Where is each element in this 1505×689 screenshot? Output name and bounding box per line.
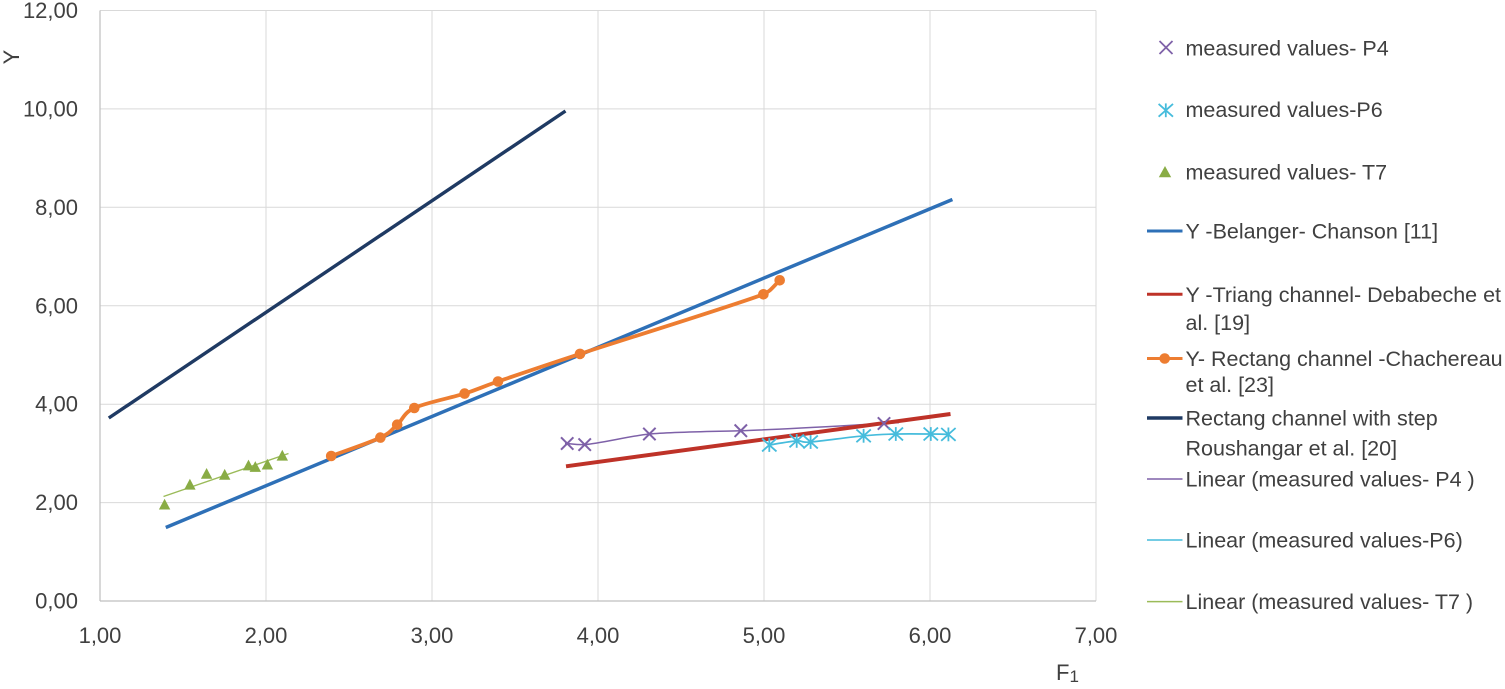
svg-text:12,00: 12,00 bbox=[23, 0, 78, 23]
svg-text:Linear (measured values-P6): Linear (measured values-P6) bbox=[1186, 529, 1463, 553]
svg-text:6,00: 6,00 bbox=[35, 293, 78, 318]
svg-text:5,00: 5,00 bbox=[743, 623, 786, 648]
svg-text:2,00: 2,00 bbox=[245, 623, 288, 648]
svg-text:6,00: 6,00 bbox=[909, 623, 952, 648]
svg-text:7,00: 7,00 bbox=[1075, 623, 1118, 648]
svg-text:2,00: 2,00 bbox=[35, 490, 78, 515]
svg-text:Linear (measured values- T7 ): Linear (measured values- T7 ) bbox=[1186, 590, 1474, 614]
svg-text:4,00: 4,00 bbox=[35, 392, 78, 417]
svg-text:et al. [23]: et al. [23] bbox=[1186, 373, 1274, 397]
svg-text:measured values-P6: measured values-P6 bbox=[1186, 98, 1383, 122]
svg-text:10,00: 10,00 bbox=[23, 96, 78, 121]
svg-text:4,00: 4,00 bbox=[577, 623, 620, 648]
svg-text:Y -Triang channel- Debabeche e: Y -Triang channel- Debabeche et bbox=[1186, 283, 1502, 307]
svg-text:3,00: 3,00 bbox=[411, 623, 454, 648]
svg-text:measured values- T7: measured values- T7 bbox=[1186, 161, 1388, 185]
svg-text:Linear (measured values- P4 ): Linear (measured values- P4 ) bbox=[1186, 468, 1475, 492]
svg-text:measured values- P4: measured values- P4 bbox=[1186, 37, 1389, 61]
svg-text:F1: F1 bbox=[1056, 660, 1079, 684]
svg-text:8,00: 8,00 bbox=[35, 195, 78, 220]
svg-text:Y -Belanger- Chanson [11]: Y -Belanger- Chanson [11] bbox=[1186, 220, 1439, 244]
svg-text:Y- Rectang channel -Chachereau: Y- Rectang channel -Chachereau bbox=[1186, 347, 1503, 371]
svg-text:Roushangar et al. [20]: Roushangar et al. [20] bbox=[1186, 437, 1398, 461]
svg-text:Rectang channel with step: Rectang channel with step bbox=[1186, 407, 1438, 431]
svg-text:1,00: 1,00 bbox=[79, 623, 122, 648]
svg-text:al. [19]: al. [19] bbox=[1186, 311, 1251, 335]
svg-text:0,00: 0,00 bbox=[35, 589, 78, 614]
svg-text:Y: Y bbox=[0, 49, 24, 64]
